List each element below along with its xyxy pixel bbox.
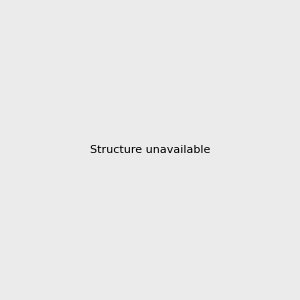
Text: Structure unavailable: Structure unavailable [90, 145, 210, 155]
